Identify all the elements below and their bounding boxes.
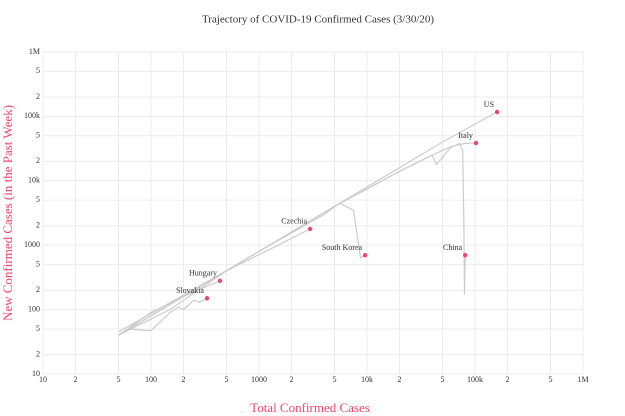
x-tick-label: 2	[506, 375, 510, 384]
x-tick-label: 5	[224, 375, 228, 384]
trajectory-line	[118, 202, 366, 336]
x-tick-label: 10k	[361, 375, 373, 384]
y-tick-label: 2	[36, 92, 40, 101]
series-label: Hungary	[189, 269, 217, 278]
series-label: US	[484, 100, 494, 109]
y-tick-label: 1000	[24, 240, 40, 249]
x-tick-label: 2	[398, 375, 402, 384]
y-tick-label: 5	[36, 195, 40, 204]
y-axis-label: New Confirmed Cases (in the Past Week)	[0, 105, 15, 321]
y-tick-label: 5	[36, 324, 40, 333]
end-point	[473, 140, 479, 146]
x-tick-label: 1M	[577, 375, 588, 384]
y-tick-label: 100	[28, 304, 40, 313]
end-point	[462, 252, 468, 258]
x-tick-label: 5	[332, 375, 336, 384]
x-axis-label: Total Confirmed Cases	[250, 400, 370, 415]
y-tick-label: 5	[36, 66, 40, 75]
x-tick-label: 100	[145, 375, 157, 384]
series-label: Czechia	[281, 217, 307, 226]
end-point	[217, 278, 223, 284]
end-point	[204, 296, 210, 301]
x-tick-label: 5	[116, 375, 120, 384]
y-tick-label: 1M	[29, 47, 40, 56]
y-tick-label: 2	[36, 156, 40, 165]
x-tick-label: 2	[290, 375, 294, 384]
end-point	[307, 226, 313, 232]
trajectory-line	[126, 297, 208, 332]
y-tick-label: 5	[36, 131, 40, 140]
x-tick-label: 100k	[467, 375, 483, 384]
trajectory-line	[226, 142, 466, 295]
trajectory-line	[118, 228, 311, 336]
trajectory-line	[118, 280, 221, 336]
x-tick-label: 1000	[251, 375, 267, 384]
series-label: South Korea	[322, 243, 363, 252]
x-tick-label: 5	[440, 375, 444, 384]
y-tick-label: 10	[32, 369, 40, 378]
x-tick-label: 2	[74, 375, 78, 384]
x-tick-label: 2	[182, 375, 186, 384]
y-tick-label: 2	[36, 285, 40, 294]
y-tick-label: 5	[36, 259, 40, 268]
series-label: Slovakia	[176, 286, 204, 295]
y-tick-label: 10k	[28, 176, 40, 185]
y-tick-label: 2	[36, 221, 40, 230]
chart-title: Trajectory of COVID-19 Confirmed Cases (…	[202, 14, 434, 26]
x-tick-label: 10	[39, 375, 47, 384]
series-label: Italy	[458, 131, 473, 140]
y-tick-label: 100k	[24, 111, 40, 120]
end-point	[362, 252, 368, 258]
end-point	[494, 109, 500, 115]
y-tick-label: 2	[36, 349, 40, 358]
x-tick-label: 5	[548, 375, 552, 384]
series-label: China	[443, 243, 463, 252]
